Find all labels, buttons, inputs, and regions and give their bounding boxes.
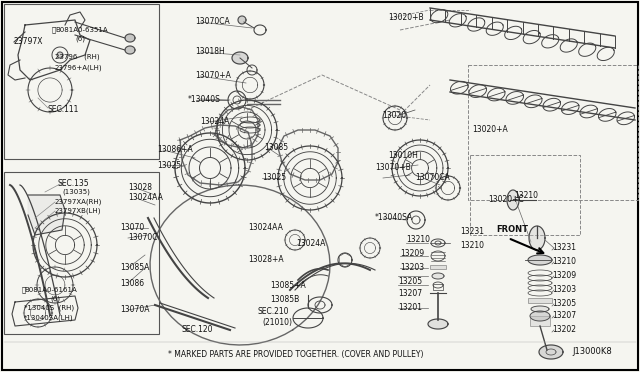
Bar (470, 155, 580, 235)
Text: *13040SA: *13040SA (375, 214, 413, 222)
Text: (6): (6) (50, 296, 60, 302)
Text: 13010H: 13010H (388, 151, 418, 160)
Text: 13203: 13203 (400, 263, 424, 273)
Polygon shape (125, 34, 135, 42)
Polygon shape (238, 16, 246, 24)
Bar (4, 172, 159, 334)
Text: 13086: 13086 (120, 279, 144, 288)
Text: 13210: 13210 (552, 257, 576, 266)
Polygon shape (57, 52, 63, 58)
Text: SEC.135: SEC.135 (58, 179, 90, 187)
Polygon shape (530, 311, 550, 321)
Polygon shape (428, 319, 448, 329)
Text: 13028: 13028 (128, 183, 152, 192)
Text: SEC.111: SEC.111 (48, 106, 79, 115)
Text: 23797XA(RH): 23797XA(RH) (55, 199, 102, 205)
Text: 23796+A(LH): 23796+A(LH) (55, 65, 102, 71)
Text: 13205: 13205 (552, 299, 576, 308)
Text: * MARKED PARTS ARE PROVIDED TOGETHER. (COVER AND PULLEY): * MARKED PARTS ARE PROVIDED TOGETHER. (C… (168, 350, 424, 359)
Text: 13020+B: 13020+B (388, 13, 424, 22)
Polygon shape (125, 46, 135, 54)
Text: 13070+B: 13070+B (375, 164, 411, 173)
Text: 13210: 13210 (514, 190, 538, 199)
Text: 13201: 13201 (398, 304, 422, 312)
Text: *13040SA(LH): *13040SA(LH) (24, 315, 74, 321)
Text: 13025: 13025 (262, 173, 286, 183)
Text: 13020+A: 13020+A (472, 125, 508, 135)
Text: SEC.210: SEC.210 (258, 308, 289, 317)
Text: (21010): (21010) (262, 317, 292, 327)
Text: 13231: 13231 (552, 244, 576, 253)
Text: 13070: 13070 (120, 224, 144, 232)
Text: 13020: 13020 (382, 110, 406, 119)
Text: 13207: 13207 (398, 289, 422, 298)
Text: 13070CA: 13070CA (415, 173, 450, 183)
Text: 13025: 13025 (157, 160, 181, 170)
Polygon shape (529, 226, 545, 250)
Text: *13040S: *13040S (188, 94, 221, 103)
Text: 13070CA: 13070CA (195, 17, 230, 26)
Text: 13024A: 13024A (296, 240, 325, 248)
Polygon shape (232, 52, 248, 64)
Text: 13024AA: 13024AA (248, 224, 283, 232)
Polygon shape (507, 190, 519, 210)
Text: 13210: 13210 (406, 235, 430, 244)
Text: J13000K8: J13000K8 (572, 347, 612, 356)
Text: *13040S  (RH): *13040S (RH) (24, 305, 74, 311)
Bar (433, 284, 443, 290)
Text: 13209: 13209 (400, 250, 424, 259)
Text: 13209: 13209 (552, 272, 576, 280)
Text: 23797X: 23797X (14, 38, 44, 46)
Text: 13024A: 13024A (200, 118, 229, 126)
Text: 13018H: 13018H (195, 48, 225, 57)
Polygon shape (528, 255, 552, 265)
Bar (468, 65, 638, 200)
Bar (528, 298, 552, 303)
Text: Ⓑ: Ⓑ (22, 287, 26, 293)
Polygon shape (531, 306, 549, 312)
Polygon shape (539, 345, 563, 359)
Text: 13085+A: 13085+A (270, 282, 306, 291)
Text: 13210: 13210 (460, 241, 484, 250)
Bar (430, 265, 446, 269)
Text: SEC.120: SEC.120 (182, 326, 214, 334)
Text: 13020+C: 13020+C (488, 196, 524, 205)
Text: 13205: 13205 (398, 278, 422, 286)
Text: 13085A: 13085A (120, 263, 149, 273)
Text: 13070+A: 13070+A (195, 71, 231, 80)
Text: 23796   (RH): 23796 (RH) (55, 54, 100, 60)
Text: 13070C: 13070C (128, 234, 157, 243)
Polygon shape (28, 195, 65, 235)
Text: 13231: 13231 (460, 228, 484, 237)
Text: 13028+A: 13028+A (248, 256, 284, 264)
Text: 13202: 13202 (552, 326, 576, 334)
Text: B081A0-6351A: B081A0-6351A (55, 27, 108, 33)
Text: (6): (6) (75, 36, 85, 42)
Bar (530, 316, 550, 326)
Text: 13086+A: 13086+A (157, 145, 193, 154)
Polygon shape (432, 273, 444, 279)
Text: 23797XB(LH): 23797XB(LH) (55, 208, 102, 214)
Text: 13203: 13203 (552, 285, 576, 295)
Bar (4, 4, 159, 159)
Text: 13085: 13085 (264, 144, 288, 153)
Text: Ⓑ: Ⓑ (52, 27, 56, 33)
Text: 13207: 13207 (552, 311, 576, 321)
Text: B081A0-6161A: B081A0-6161A (24, 287, 77, 293)
Text: 13085B: 13085B (270, 295, 300, 305)
Text: FRONT: FRONT (496, 224, 528, 234)
Text: 13070A: 13070A (120, 305, 150, 314)
Text: (13035): (13035) (62, 189, 90, 195)
Text: 13024AA: 13024AA (128, 193, 163, 202)
